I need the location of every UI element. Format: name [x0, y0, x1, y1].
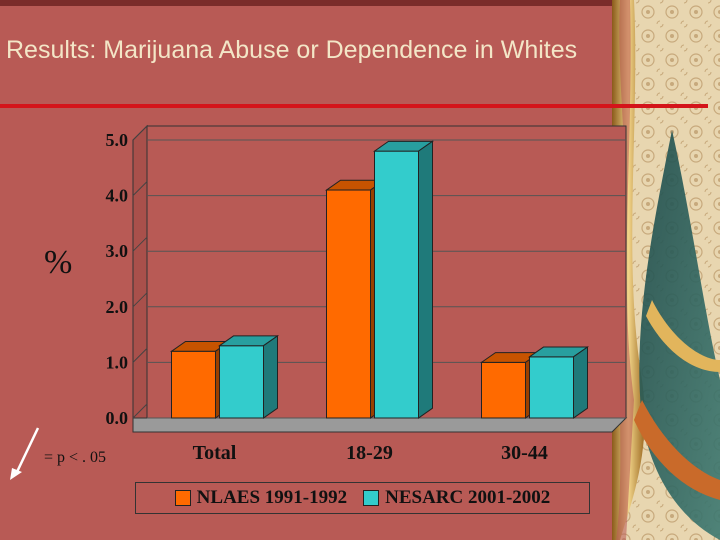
legend-swatch-nlaes — [174, 490, 191, 506]
plot-floor — [132, 417, 628, 433]
slide-title: Results: Marijuana Abuse or Dependence i… — [6, 36, 578, 64]
gridline-depth — [132, 125, 148, 141]
y-axis-unit-label: % — [44, 244, 73, 281]
bar-total-nlaes-front — [171, 350, 216, 419]
bar-30-44-nesarc-side — [573, 346, 588, 419]
x-tick-label: 30-44 — [501, 442, 548, 464]
bar-total-nesarc-front — [219, 345, 264, 419]
x-tick-label: 18-29 — [346, 442, 393, 464]
gridline-depth — [132, 348, 148, 363]
bar-18-29-nesarc-side — [418, 140, 433, 419]
y-tick-label: 5.0 — [106, 130, 129, 150]
legend-swatch-nesarc — [363, 490, 380, 506]
y-tick-label: 3.0 — [106, 241, 129, 261]
bar-18-29-nesarc — [372, 140, 435, 419]
legend-label-nlaes: NLAES 1991-1992 — [196, 487, 348, 508]
bar-18-29-nlaes-front — [326, 189, 371, 419]
bar-30-44-nesarc — [527, 346, 590, 419]
gridline-depth — [132, 403, 148, 419]
bar-30-44-nesarc-front — [529, 356, 574, 419]
legend-item-nlaes: NLAES 1991-1992 — [174, 487, 348, 509]
y-tick-label: 1.0 — [106, 352, 129, 372]
gridline-depth — [132, 236, 148, 252]
bar-30-44-nlaes-front — [481, 361, 526, 419]
bar-total-nesarc-side — [263, 334, 278, 419]
x-tick-label: Total — [193, 442, 237, 464]
significance-note: = p < . 05 — [44, 449, 107, 466]
gridline-depth — [132, 181, 148, 196]
gridline-depth — [132, 292, 148, 308]
legend-label-nesarc: NESARC 2001-2002 — [385, 487, 551, 508]
y-tick-label: 0.0 — [106, 408, 129, 428]
title-rule — [0, 104, 708, 108]
significance-arrow-icon — [10, 427, 40, 480]
plot-left-wall — [132, 124, 148, 419]
chart-legend: NLAES 1991-1992 NESARC 2001-2002 — [135, 482, 590, 514]
y-tick-label: 4.0 — [106, 186, 129, 206]
legend-item-nesarc: NESARC 2001-2002 — [363, 487, 550, 509]
bar-total-nesarc — [217, 334, 280, 419]
top-shadow-band — [0, 0, 620, 6]
bar-18-29-nesarc-front — [374, 150, 419, 419]
y-tick-label: 2.0 — [106, 297, 129, 317]
